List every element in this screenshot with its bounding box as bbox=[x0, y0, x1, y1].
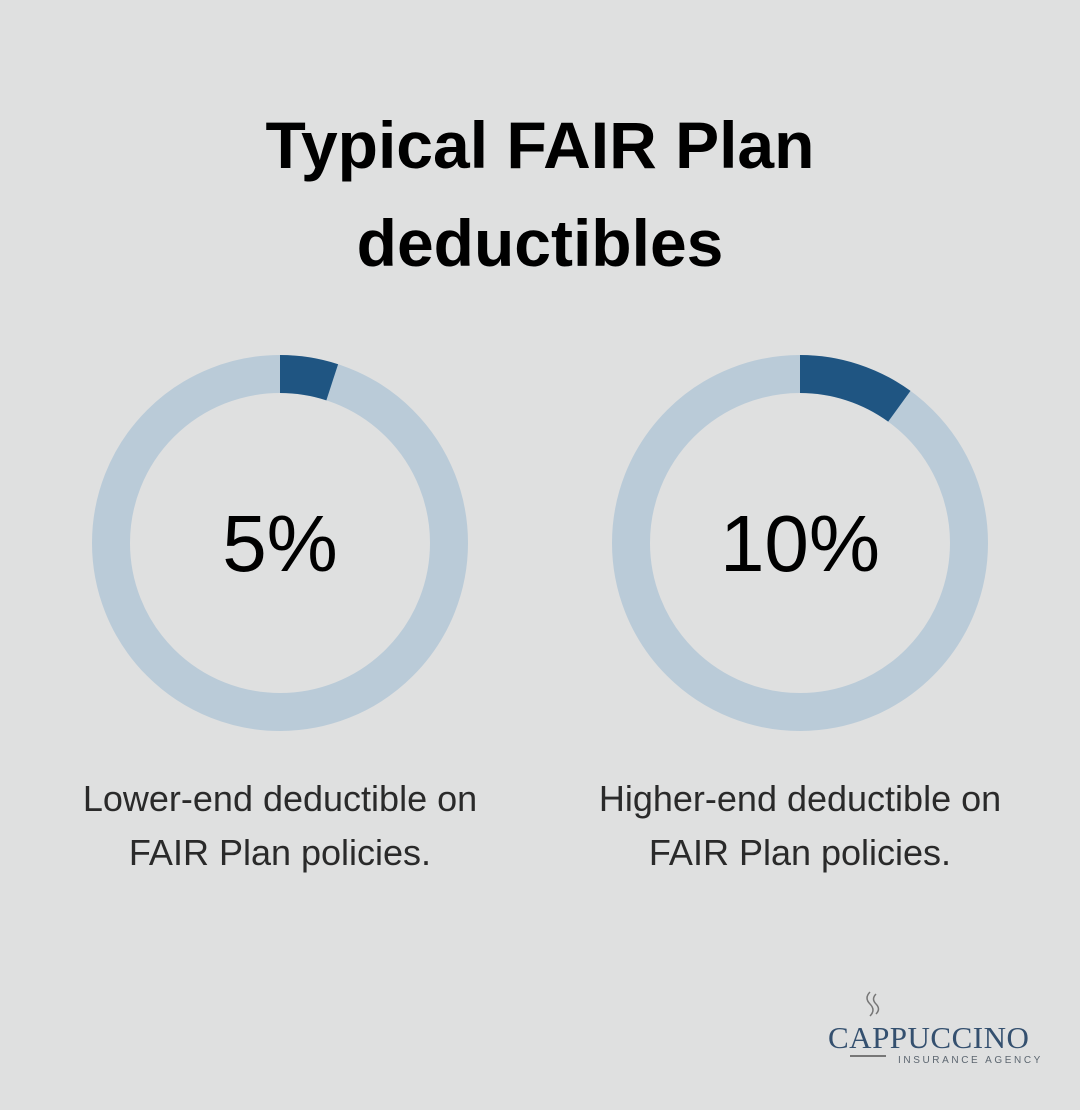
donut-arc bbox=[279, 355, 339, 401]
caption: Higher-end deductible on FAIR Plan polic… bbox=[598, 778, 1002, 873]
value-label: 5% bbox=[222, 499, 338, 588]
logo-name: CAPPUCCINO bbox=[828, 1020, 1030, 1055]
title: Typical FAIR Plan deductibles bbox=[265, 108, 815, 280]
donut-arc bbox=[799, 355, 911, 422]
logo-cup bbox=[850, 991, 886, 1057]
value-label: 10% bbox=[720, 499, 880, 588]
caption: Lower-end deductible on FAIR Plan polici… bbox=[82, 778, 478, 873]
logo: CAPPUCCINO INSURANCE AGENCY bbox=[826, 988, 1046, 1068]
logo-tagline: INSURANCE AGENCY bbox=[898, 1055, 1043, 1066]
